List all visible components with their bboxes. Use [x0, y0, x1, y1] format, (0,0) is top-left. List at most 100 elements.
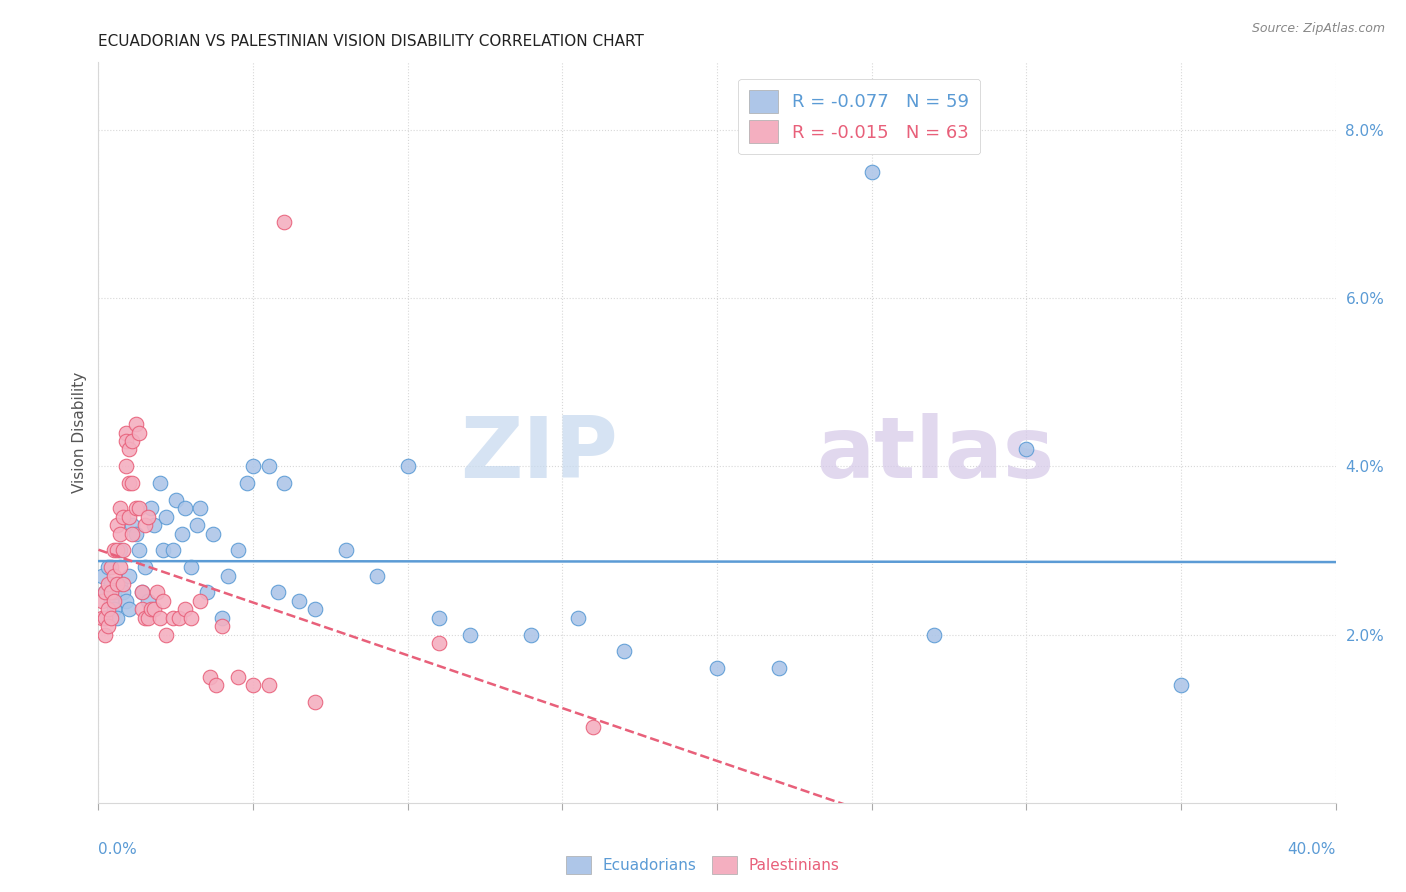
Point	[97, 560, 120, 574]
Text: ZIP: ZIP	[460, 413, 619, 496]
Point	[180, 560, 202, 574]
Point	[136, 610, 159, 624]
Point	[128, 425, 150, 440]
Point	[108, 501, 131, 516]
Point	[131, 585, 153, 599]
Point	[217, 568, 239, 582]
Point	[97, 619, 120, 633]
Point	[211, 619, 233, 633]
Point	[155, 627, 177, 641]
Point	[613, 644, 636, 658]
Point	[97, 602, 120, 616]
Point	[112, 543, 135, 558]
Point	[115, 425, 138, 440]
Point	[100, 577, 122, 591]
Point	[121, 526, 143, 541]
Point	[128, 543, 150, 558]
Legend: R = -0.077   N = 59, R = -0.015   N = 63: R = -0.077 N = 59, R = -0.015 N = 63	[738, 78, 980, 154]
Point	[93, 610, 115, 624]
Point	[108, 526, 131, 541]
Point	[242, 459, 264, 474]
Point	[103, 585, 125, 599]
Point	[121, 434, 143, 448]
Point	[118, 568, 141, 582]
Point	[174, 501, 197, 516]
Point	[162, 610, 184, 624]
Point	[146, 585, 169, 599]
Point	[90, 568, 112, 582]
Point	[458, 627, 481, 641]
Point	[90, 594, 112, 608]
Point	[118, 509, 141, 524]
Point	[115, 459, 138, 474]
Point	[226, 543, 249, 558]
Point	[190, 501, 212, 516]
Point	[152, 543, 174, 558]
Point	[103, 543, 125, 558]
Point	[922, 627, 945, 641]
Point	[128, 501, 150, 516]
Point	[115, 434, 138, 448]
Point	[236, 476, 259, 491]
Point	[105, 577, 128, 591]
Point	[162, 543, 184, 558]
Point	[131, 585, 153, 599]
Point	[366, 568, 388, 582]
Point	[134, 518, 156, 533]
Text: ECUADORIAN VS PALESTINIAN VISION DISABILITY CORRELATION CHART: ECUADORIAN VS PALESTINIAN VISION DISABIL…	[98, 34, 644, 49]
Point	[1170, 678, 1192, 692]
Point	[100, 610, 122, 624]
Point	[143, 518, 166, 533]
Point	[304, 695, 326, 709]
Point	[257, 459, 280, 474]
Point	[118, 476, 141, 491]
Point	[118, 602, 141, 616]
Point	[226, 670, 249, 684]
Point	[103, 568, 125, 582]
Point	[100, 585, 122, 599]
Point	[706, 661, 728, 675]
Point	[304, 602, 326, 616]
Point	[155, 509, 177, 524]
Point	[273, 476, 295, 491]
Y-axis label: Vision Disability: Vision Disability	[72, 372, 87, 493]
Point	[520, 627, 543, 641]
Point	[152, 594, 174, 608]
Point	[93, 627, 115, 641]
Point	[567, 610, 589, 624]
Point	[170, 526, 193, 541]
Point	[149, 476, 172, 491]
Point	[149, 610, 172, 624]
Point	[288, 594, 311, 608]
Point	[190, 594, 212, 608]
Point	[103, 594, 125, 608]
Point	[90, 610, 112, 624]
Text: Source: ZipAtlas.com: Source: ZipAtlas.com	[1251, 22, 1385, 36]
Point	[205, 678, 228, 692]
Point	[139, 602, 162, 616]
Point	[195, 585, 218, 599]
Point	[768, 661, 790, 675]
Point	[396, 459, 419, 474]
Text: atlas: atlas	[815, 413, 1054, 496]
Point	[118, 442, 141, 457]
Point	[108, 560, 131, 574]
Point	[108, 577, 131, 591]
Point	[242, 678, 264, 692]
Point	[105, 518, 128, 533]
Point	[105, 543, 128, 558]
Point	[143, 602, 166, 616]
Point	[211, 610, 233, 624]
Point	[108, 543, 131, 558]
Point	[115, 594, 138, 608]
Point	[112, 577, 135, 591]
Point	[100, 560, 122, 574]
Point	[860, 165, 883, 179]
Point	[174, 602, 197, 616]
Text: 40.0%: 40.0%	[1288, 842, 1336, 856]
Point	[335, 543, 357, 558]
Point	[103, 602, 125, 616]
Point	[134, 610, 156, 624]
Point	[93, 585, 115, 599]
Point	[121, 476, 143, 491]
